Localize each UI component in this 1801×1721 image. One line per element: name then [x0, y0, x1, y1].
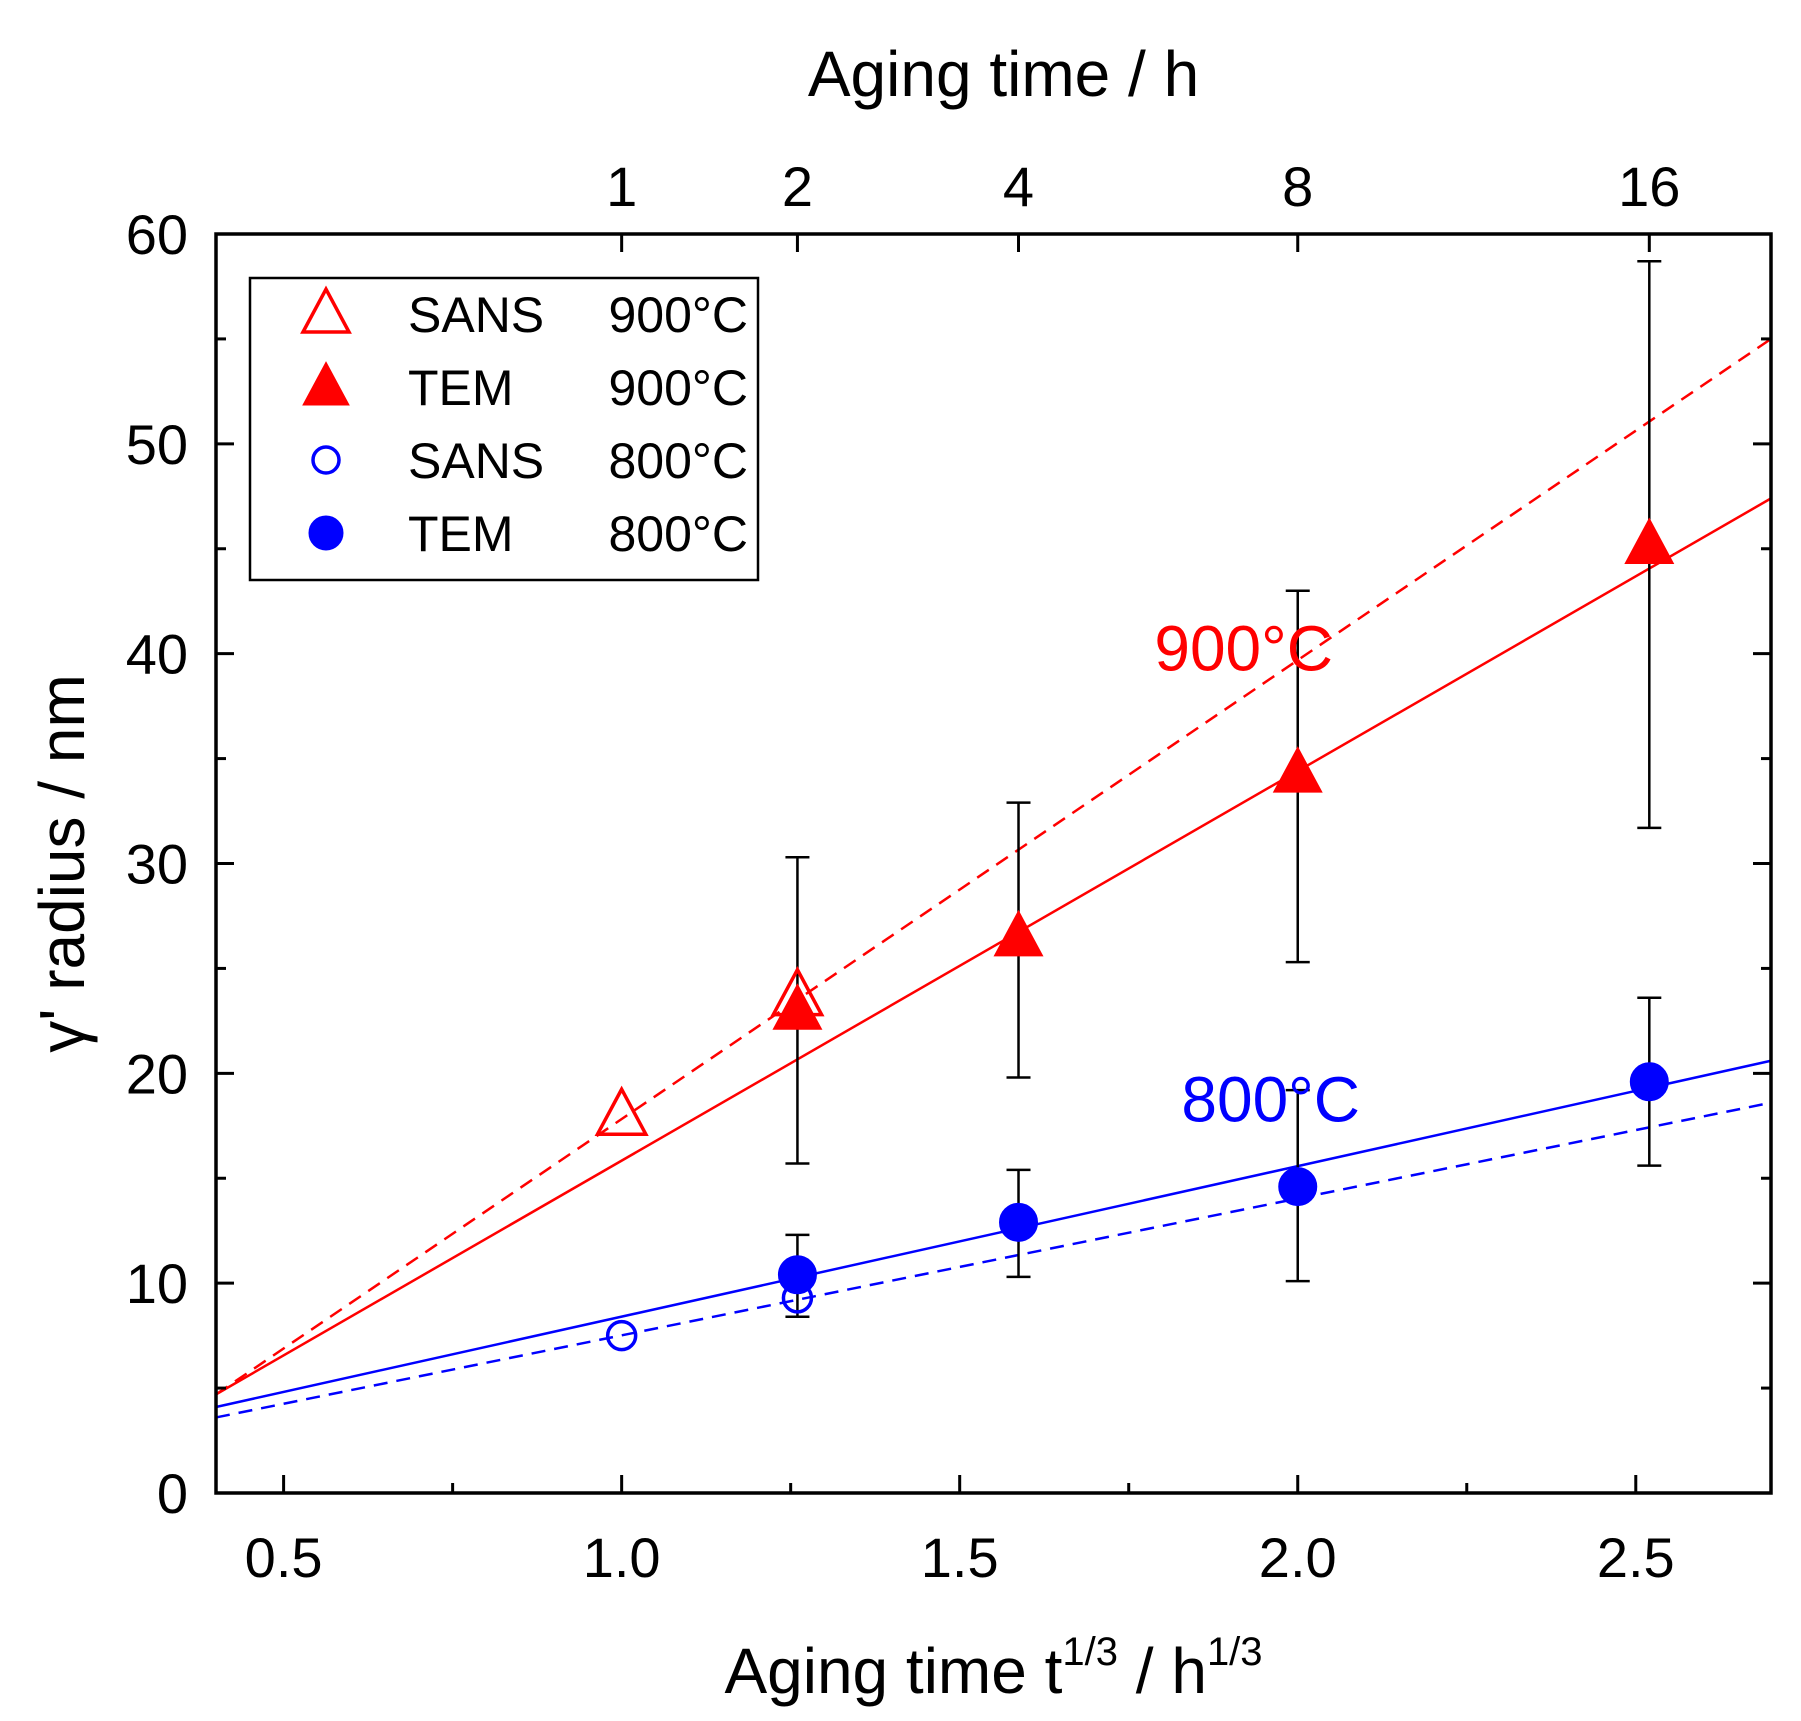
- legend-label-name: SANS: [408, 287, 544, 343]
- legend-label-name: TEM: [408, 360, 514, 416]
- data-point-0-0: [594, 1085, 649, 1136]
- x-axis-title-superscript: 1/3: [1207, 1630, 1263, 1674]
- legend-marker-1: [302, 361, 350, 406]
- legend-marker-3: [308, 515, 344, 551]
- legend-label-temp: 800°C: [608, 433, 748, 489]
- top-tick-label: 4: [1003, 155, 1034, 218]
- annotation-0: 900°C: [1154, 612, 1333, 684]
- y-tick-label: 40: [126, 623, 188, 686]
- x-tick-label: 0.5: [245, 1526, 323, 1589]
- data-point-1-2: [1272, 746, 1323, 793]
- legend-label-temp: 800°C: [608, 506, 748, 562]
- legend-marker-2: [311, 445, 341, 475]
- fit-line-0: [215, 337, 1772, 1396]
- fit-line-3: [215, 1101, 1772, 1419]
- x-axis-title: Aging time t1/3 / h1/3: [724, 1630, 1262, 1707]
- y-tick-label: 60: [126, 203, 188, 266]
- top-axis-title: Aging time / h: [808, 38, 1199, 110]
- annotations: 900°C 800°C: [1154, 612, 1360, 1135]
- data-point-1-1: [993, 909, 1044, 957]
- x-tick-label: 1.5: [921, 1526, 999, 1589]
- top-tick-label: 1: [606, 155, 637, 218]
- annotation-1: 800°C: [1181, 1064, 1360, 1136]
- legend-marker-0: [300, 285, 352, 334]
- fit-line-1: [215, 497, 1772, 1396]
- legend: SANS 900°C TEM 900°C SANS 800°C TEM 800°C: [248, 276, 760, 582]
- top-tick-label: 8: [1282, 155, 1313, 218]
- y-tick-label: 10: [126, 1252, 188, 1315]
- y-tick-label: 20: [126, 1042, 188, 1105]
- data-point-3-3: [1629, 1062, 1669, 1102]
- x-tick-label: 2.5: [1597, 1526, 1675, 1589]
- x-tick-label: 1.0: [583, 1526, 661, 1589]
- data-point-2-0: [605, 1319, 638, 1352]
- x-axis-title-part: Aging time t: [724, 1635, 1062, 1707]
- y-tick-label: 0: [157, 1462, 188, 1525]
- x-axis-title-part: / h: [1118, 1635, 1207, 1707]
- x-tick-label: 2.0: [1259, 1526, 1337, 1589]
- data-marks: [594, 260, 1675, 1352]
- data-point-1-3: [1624, 517, 1675, 564]
- data-point-1-0: [772, 983, 823, 1030]
- legend-label-name: TEM: [408, 506, 514, 562]
- axes: 0.5 1.0 1.5 2.0 2.5 1 2 4 8 16 0 10 20 30 40 50 60 Aging …: [26, 38, 1773, 1707]
- legend-label-temp: 900°C: [608, 287, 748, 343]
- y-tick-label: 50: [126, 413, 188, 476]
- data-point-3-0: [777, 1255, 817, 1295]
- legend-label-name: SANS: [408, 433, 544, 489]
- legend-label-temp: 900°C: [608, 360, 748, 416]
- y-tick-label: 30: [126, 833, 188, 896]
- top-tick-label: 16: [1618, 155, 1680, 218]
- fit-lines: [215, 337, 1772, 1419]
- data-point-3-2: [1278, 1167, 1318, 1207]
- y-axis-title: γ' radius / nm: [26, 674, 98, 1053]
- x-axis-title-superscript: 1/3: [1062, 1630, 1118, 1674]
- data-point-3-1: [999, 1202, 1039, 1242]
- top-tick-label: 2: [782, 155, 813, 218]
- fit-line-2: [215, 1059, 1772, 1409]
